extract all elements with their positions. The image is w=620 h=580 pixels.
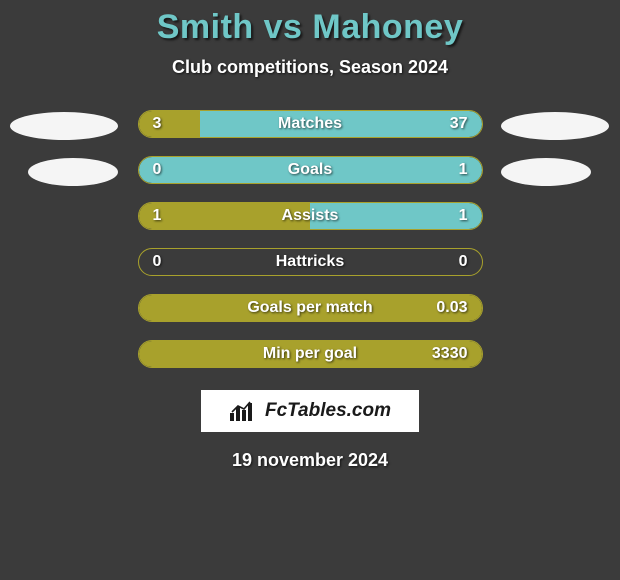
stat-row: 1Assists1 <box>138 202 483 230</box>
stat-value-right: 0.03 <box>422 299 482 317</box>
brand-text: FcTables.com <box>265 400 391 422</box>
right-avatar-column <box>501 110 611 186</box>
stat-value-left: 0 <box>139 253 199 271</box>
stat-label: Matches <box>199 115 422 133</box>
brand-badge[interactable]: FcTables.com <box>201 390 419 432</box>
footer: FcTables.com 19 november 2024 <box>0 390 620 471</box>
stat-label: Goals per match <box>199 299 422 317</box>
bars-icon <box>229 401 257 421</box>
player-left-avatar-1 <box>10 112 118 140</box>
stat-value-right: 1 <box>422 207 482 225</box>
stat-value-right: 0 <box>422 253 482 271</box>
page-title: Smith vs Mahoney <box>0 8 620 47</box>
stats-area: 3Matches370Goals11Assists10Hattricks0Goa… <box>0 110 620 368</box>
stat-value-right: 1 <box>422 161 482 179</box>
player-left-avatar-2 <box>28 158 118 186</box>
stat-value-right: 37 <box>422 115 482 133</box>
stat-row: 0Hattricks0 <box>138 248 483 276</box>
stat-row: 0Goals1 <box>138 156 483 184</box>
stat-row: Min per goal3330 <box>138 340 483 368</box>
stat-label: Assists <box>199 207 422 225</box>
stat-value-left: 3 <box>139 115 199 133</box>
player-right-avatar-1 <box>501 112 609 140</box>
player-right-avatar-2 <box>501 158 591 186</box>
stat-value-left: 0 <box>139 161 199 179</box>
comparison-infographic: Smith vs Mahoney Club competitions, Seas… <box>0 0 620 471</box>
stat-bars: 3Matches370Goals11Assists10Hattricks0Goa… <box>138 110 483 368</box>
stat-row: 3Matches37 <box>138 110 483 138</box>
stat-label: Hattricks <box>199 253 422 271</box>
stat-value-left: 1 <box>139 207 199 225</box>
stat-row: Goals per match0.03 <box>138 294 483 322</box>
stat-label: Goals <box>199 161 422 179</box>
stat-value-right: 3330 <box>422 345 482 363</box>
date-label: 19 november 2024 <box>232 450 388 471</box>
subtitle: Club competitions, Season 2024 <box>0 57 620 78</box>
left-avatar-column <box>10 110 120 186</box>
stat-label: Min per goal <box>199 345 422 363</box>
